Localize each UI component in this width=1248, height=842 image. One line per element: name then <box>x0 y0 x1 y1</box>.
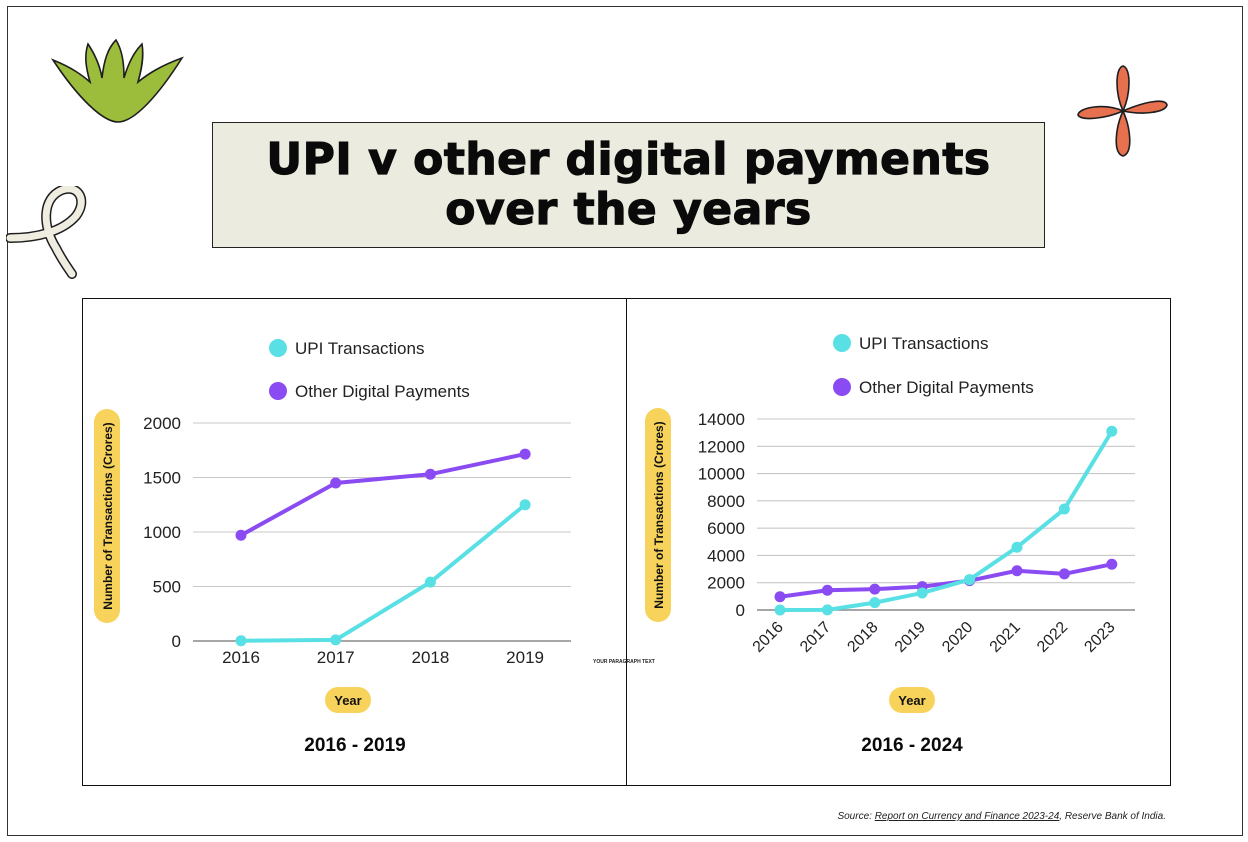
chart-subtitle: 2016 - 2024 <box>861 735 963 756</box>
data-point-upi-2022 <box>1058 503 1070 515</box>
data-point-upi-2023 <box>1106 425 1118 437</box>
x-axis-label-badge <box>325 687 371 713</box>
x-axis-label-badge <box>889 687 935 713</box>
y-tick-label: 10000 <box>698 465 745 484</box>
data-point-other-2017 <box>821 584 833 596</box>
y-tick-label: 4000 <box>707 546 745 565</box>
data-point-upi-2016 <box>774 604 786 616</box>
data-point-other-2019 <box>519 448 531 460</box>
x-tick-label: 2019 <box>506 648 544 667</box>
chart-2016-2019: UPI Transactions Other Digital Payments 0 5… <box>94 339 571 756</box>
x-axis-label: Year <box>898 693 925 708</box>
legend-label-other: Other Digital Payments <box>295 382 470 401</box>
y-axis-label: Number of Transactions (Crores) <box>652 421 666 608</box>
data-point-upi-2020 <box>964 574 976 586</box>
data-point-other-2021 <box>1011 565 1023 577</box>
source-note: Source: Report on Currency and Finance 2… <box>837 811 1166 822</box>
x-tick-label: 2020 <box>939 619 976 656</box>
x-tick-label: 2023 <box>1081 619 1118 656</box>
y-tick-label: 1500 <box>143 469 181 488</box>
data-point-other-2017 <box>330 477 342 489</box>
title-box: UPI v other digital payments over the ye… <box>212 122 1045 248</box>
legend-marker-upi <box>269 339 287 357</box>
data-point-other-2016 <box>235 529 247 541</box>
data-point-other-2022 <box>1058 568 1070 580</box>
y-tick-label: 8000 <box>707 492 745 511</box>
x-tick-label: 2017 <box>317 648 355 667</box>
x-tick-label: 2016 <box>222 648 260 667</box>
loop-decoration-icon <box>6 186 87 279</box>
placeholder-paragraph-text: YOUR PARAGRAPH TEXT <box>593 659 655 665</box>
y-tick-label: 12000 <box>698 437 745 456</box>
y-tick-label: 1000 <box>143 523 181 542</box>
source-suffix: , Reserve Bank of India. <box>1059 811 1166 822</box>
flower-decoration-icon <box>1077 65 1168 157</box>
series-line-other <box>778 562 1114 599</box>
x-tick-label: 2018 <box>844 619 881 656</box>
chart-panel-2016-2024: UPI Transactions Other Digital Payments 0 2… <box>626 298 1171 786</box>
data-point-upi-2019 <box>916 587 928 599</box>
series-line-upi <box>778 429 1114 612</box>
series-line-other <box>239 452 528 538</box>
legend-label-upi: UPI Transactions <box>295 339 424 358</box>
series-line-upi <box>239 502 528 643</box>
data-point-upi-2019 <box>519 499 531 511</box>
x-tick-label: 2019 <box>892 619 929 656</box>
chart-panel-2016-2019: UPI Transactions Other Digital Payments 0 5… <box>82 298 627 786</box>
legend-marker-other <box>833 378 851 396</box>
data-point-other-2023 <box>1106 558 1118 570</box>
data-point-upi-2017 <box>821 604 833 616</box>
x-tick-label: 2021 <box>987 619 1024 656</box>
y-tick-label: 0 <box>736 601 745 620</box>
data-point-upi-2018 <box>869 597 881 609</box>
data-point-upi-2021 <box>1011 541 1023 553</box>
y-tick-label: 500 <box>153 578 181 597</box>
data-point-other-2016 <box>774 591 786 603</box>
legend-label-other: Other Digital Payments <box>859 378 1034 397</box>
source-prefix: Source: <box>837 811 875 822</box>
chart-subtitle: 2016 - 2019 <box>304 735 405 756</box>
data-point-other-2018 <box>424 468 436 480</box>
x-tick-label: 2018 <box>411 648 449 667</box>
y-tick-label: 14000 <box>698 410 745 429</box>
data-point-other-2018 <box>869 583 881 595</box>
legend-marker-upi <box>833 334 851 352</box>
page-title: UPI v other digital payments over the ye… <box>266 134 991 235</box>
y-axis-label: Number of Transactions (Crores) <box>101 422 115 609</box>
y-axis-label-badge <box>94 409 120 623</box>
y-tick-label: 2000 <box>143 414 181 433</box>
y-tick-label: 6000 <box>707 519 745 538</box>
legend-label-upi: UPI Transactions <box>859 334 988 353</box>
source-link[interactable]: Report on Currency and Finance 2023-24 <box>874 811 1060 822</box>
y-tick-label: 2000 <box>707 574 745 593</box>
data-point-upi-2018 <box>424 576 436 588</box>
leaf-decoration-icon <box>50 38 184 123</box>
x-tick-label: 2022 <box>1034 619 1071 656</box>
leaf-shape <box>50 38 184 123</box>
y-axis-label-badge <box>645 408 671 622</box>
legend-marker-other <box>269 382 287 400</box>
y-tick-label: 0 <box>172 632 181 651</box>
x-axis-label: Year <box>334 693 361 708</box>
data-point-upi-2017 <box>330 634 342 646</box>
flower-shape <box>1077 65 1168 157</box>
data-point-upi-2016 <box>235 635 247 647</box>
x-tick-label: 2017 <box>797 619 834 656</box>
x-tick-label: 2016 <box>750 619 787 656</box>
